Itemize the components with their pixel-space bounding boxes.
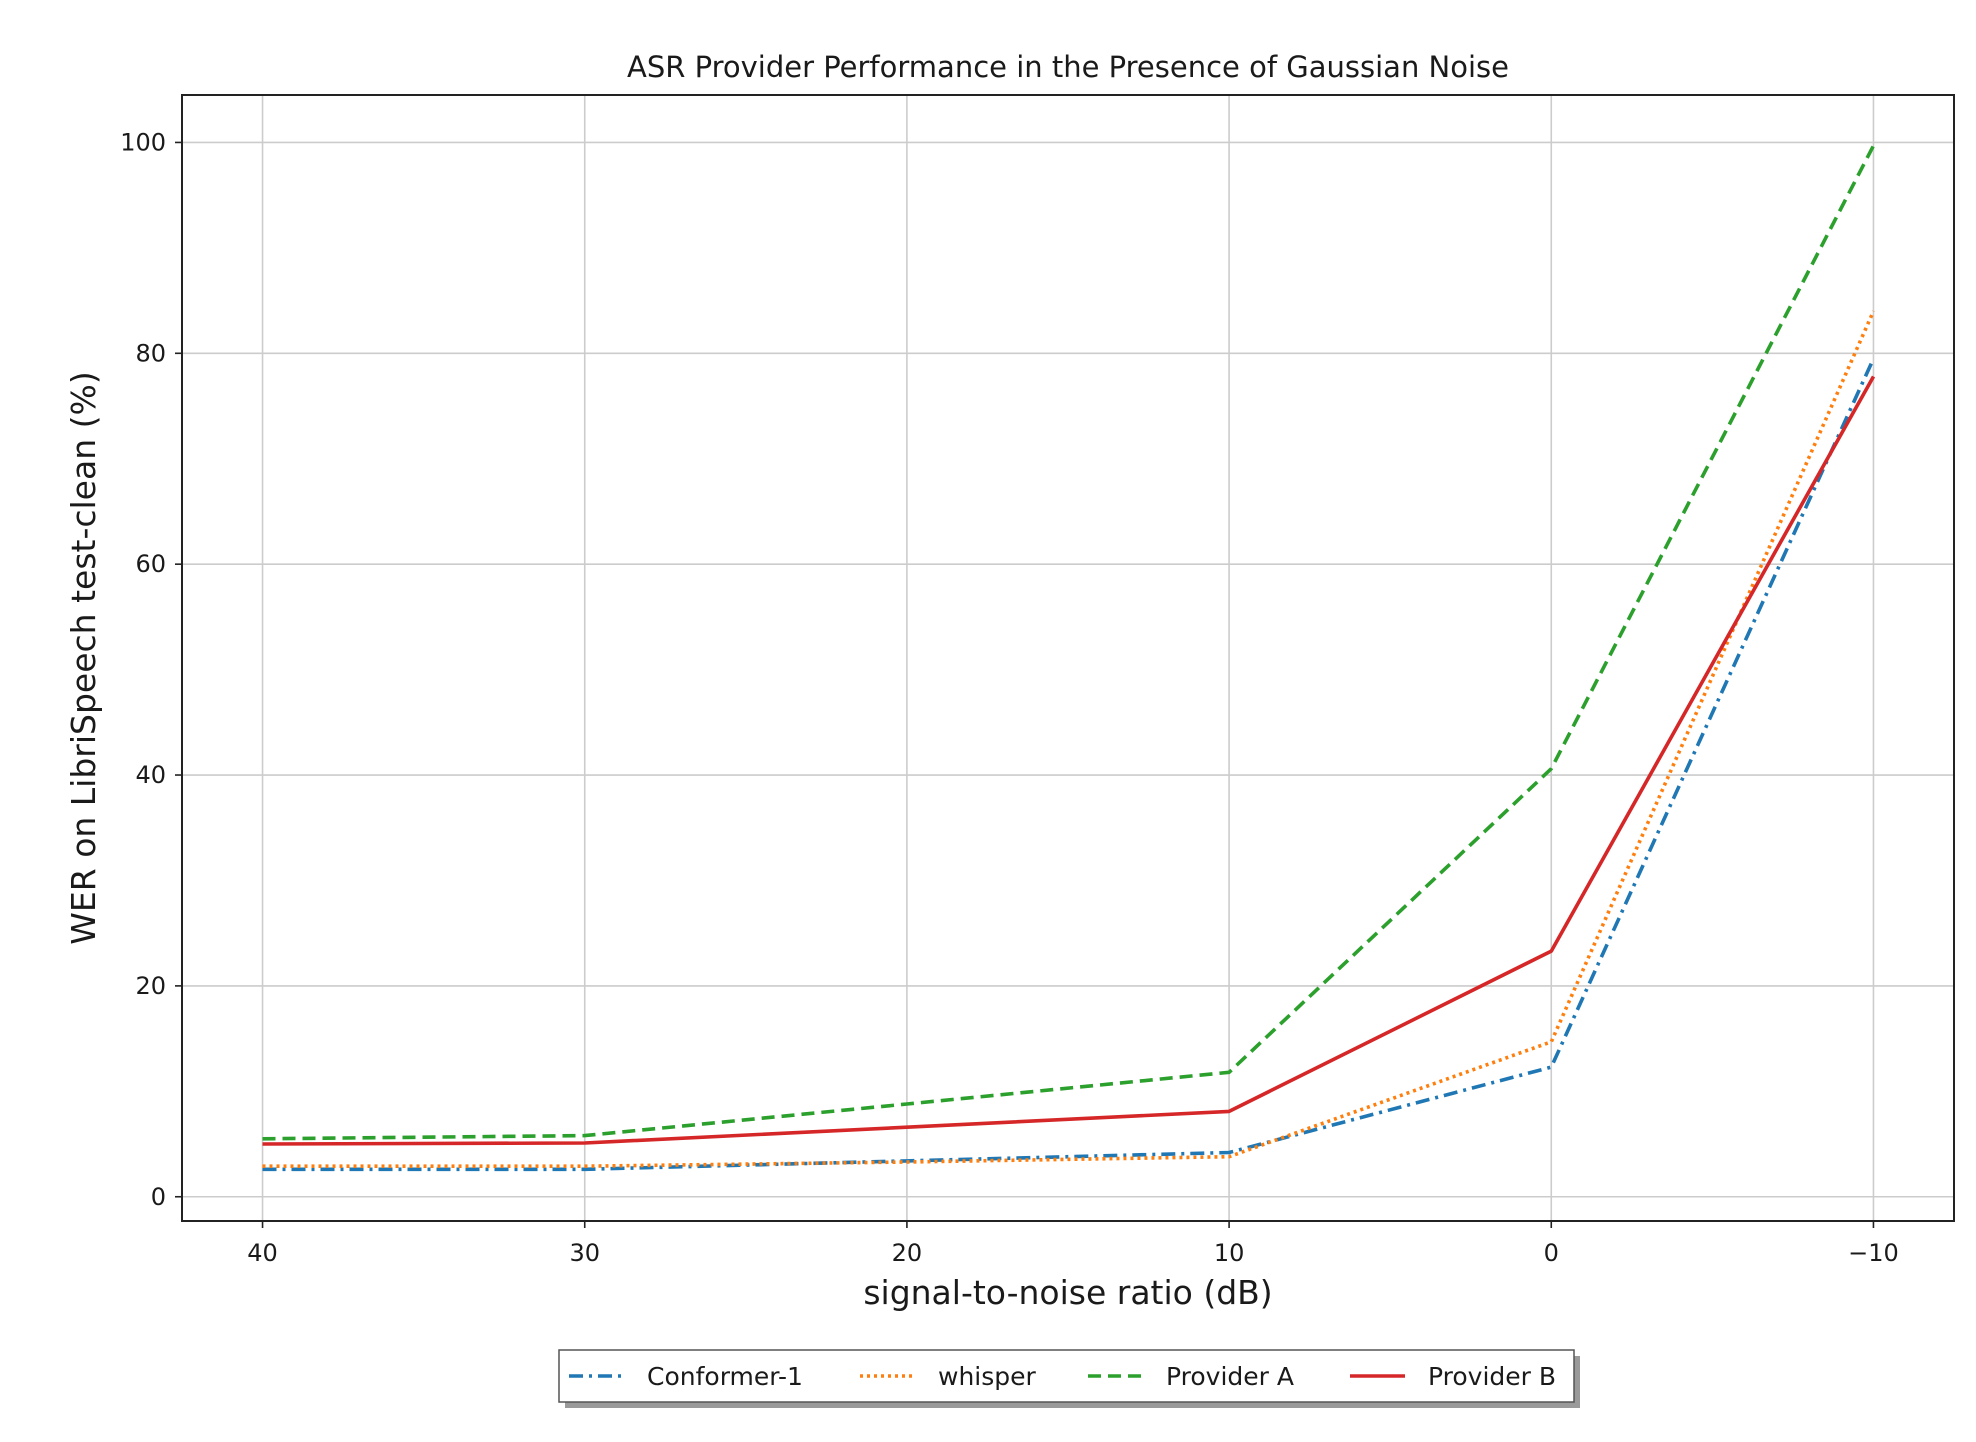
x-axis-label: signal-to-noise ratio (dB): [863, 1273, 1272, 1312]
x-tick-label: 0: [1544, 1239, 1559, 1267]
x-tick-label: −10: [1848, 1239, 1899, 1267]
legend-label: Provider B: [1428, 1362, 1556, 1391]
legend-label: Provider A: [1166, 1362, 1294, 1391]
x-tick-label: 10: [1214, 1239, 1245, 1267]
y-axis-label: WER on LibriSpeech test-clean (%): [64, 371, 103, 944]
y-tick-label: 0: [151, 1183, 166, 1211]
chart-title: ASR Provider Performance in the Presence…: [627, 50, 1509, 84]
plot-area-frame: [181, 94, 1955, 1222]
series-lines: [262, 144, 1876, 1172]
series-line-4: [262, 375, 1876, 1146]
legend-label: whisper: [938, 1362, 1037, 1391]
y-tick-label: 40: [135, 761, 166, 789]
x-tick-label: 20: [892, 1239, 923, 1267]
series-line-2: [262, 310, 1876, 1168]
series-line-1: [262, 357, 1876, 1172]
series-line-3: [262, 144, 1876, 1141]
y-tick-label: 60: [135, 550, 166, 578]
legend: Conformer-1 whisper Provider A Provider B: [558, 1349, 1580, 1408]
x-tick-label: 30: [569, 1239, 600, 1267]
y-tick-label: 20: [135, 972, 166, 1000]
legend-label: Conformer-1: [647, 1362, 803, 1391]
y-tick-label: 100: [120, 128, 166, 156]
y-tick-label: 80: [135, 339, 166, 367]
grid: [182, 95, 1954, 1221]
x-tick-label: 40: [247, 1239, 278, 1267]
